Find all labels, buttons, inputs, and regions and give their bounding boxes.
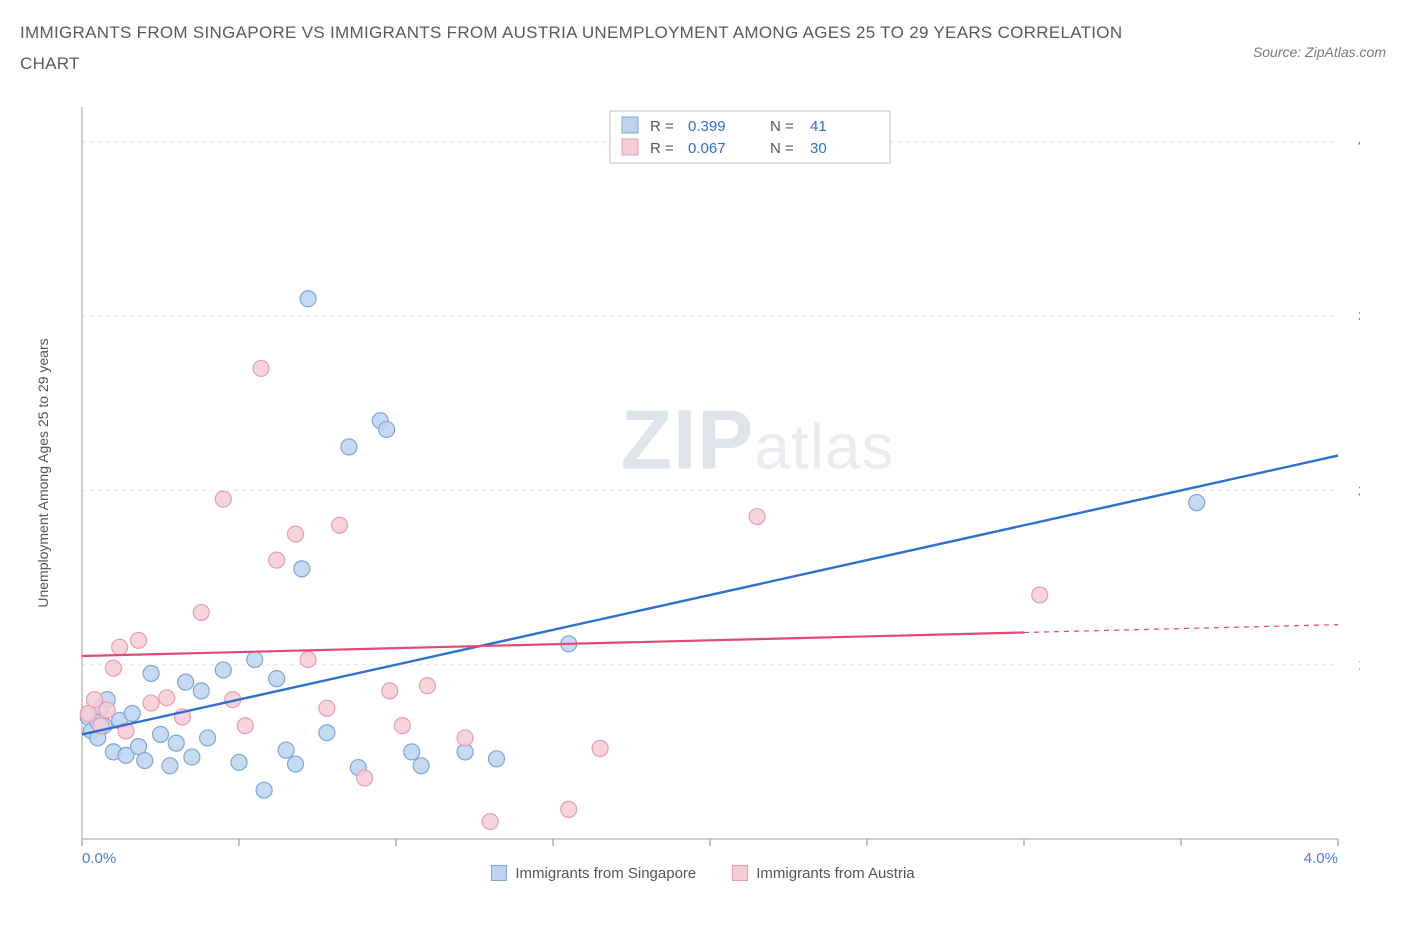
svg-text:R =: R =: [650, 118, 674, 135]
svg-text:30: 30: [810, 140, 827, 157]
header-row: IMMIGRANTS FROM SINGAPORE VS IMMIGRANTS …: [20, 18, 1386, 79]
svg-text:10.0%: 10.0%: [1358, 657, 1360, 674]
svg-text:0.067: 0.067: [688, 140, 726, 157]
svg-text:30.0%: 30.0%: [1358, 308, 1360, 325]
svg-text:41: 41: [810, 118, 827, 135]
svg-text:N =: N =: [770, 140, 794, 157]
svg-text:4.0%: 4.0%: [1304, 850, 1338, 867]
svg-text:40.0%: 40.0%: [1358, 134, 1360, 151]
svg-text:R =: R =: [650, 140, 674, 157]
svg-text:N =: N =: [770, 118, 794, 135]
chart-container: 10.0% 20.0% 30.0% 40.0% 0.0% 4.0% Unemployment…: [20, 89, 1386, 869]
svg-text:Unemployment Among Ages 25 to: Unemployment Among Ages 25 to 29 years: [35, 339, 51, 608]
svg-text:0.0%: 0.0%: [82, 850, 116, 867]
correlation-scatter-chart: 10.0% 20.0% 30.0% 40.0% 0.0% 4.0% Unemployment…: [20, 89, 1360, 869]
svg-text:0.399: 0.399: [688, 118, 726, 135]
chart-source: Source: ZipAtlas.com: [1253, 18, 1386, 60]
svg-text:20.0%: 20.0%: [1358, 483, 1360, 500]
chart-title: IMMIGRANTS FROM SINGAPORE VS IMMIGRANTS …: [20, 18, 1140, 79]
